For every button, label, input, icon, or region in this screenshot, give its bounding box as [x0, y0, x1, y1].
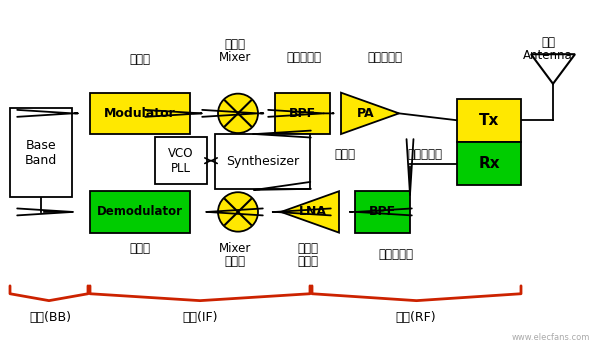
FancyBboxPatch shape	[355, 191, 410, 233]
FancyBboxPatch shape	[457, 99, 521, 142]
Text: 混頻器: 混頻器	[224, 38, 245, 51]
Text: 功率放大器: 功率放大器	[367, 51, 403, 64]
Text: 混頻器: 混頻器	[224, 255, 245, 268]
Text: 低雜訊: 低雜訊	[298, 242, 319, 255]
FancyBboxPatch shape	[215, 134, 310, 189]
Text: LNA: LNA	[299, 205, 327, 218]
Text: Synthesizer: Synthesizer	[226, 155, 299, 168]
Circle shape	[218, 93, 258, 133]
Text: 帶通濾波器: 帶通濾波器	[379, 248, 413, 261]
Text: www.elecfans.com: www.elecfans.com	[512, 333, 590, 342]
FancyBboxPatch shape	[10, 108, 72, 197]
Text: 天線: 天線	[541, 36, 555, 49]
FancyBboxPatch shape	[275, 93, 330, 134]
Text: 解調器: 解調器	[130, 242, 151, 255]
Text: 調變器: 調變器	[130, 53, 151, 66]
FancyBboxPatch shape	[457, 142, 521, 185]
Text: 基頻(BB): 基頻(BB)	[29, 311, 71, 324]
Circle shape	[218, 192, 258, 231]
Text: 傳送接收器: 傳送接收器	[407, 148, 443, 161]
Text: BPF: BPF	[369, 205, 396, 218]
Text: BPF: BPF	[289, 107, 316, 120]
FancyBboxPatch shape	[155, 137, 207, 184]
Text: Mixer: Mixer	[219, 51, 251, 64]
Text: VCO
PLL: VCO PLL	[168, 147, 194, 175]
Text: 中頻(IF): 中頻(IF)	[182, 311, 218, 324]
Text: Demodulator: Demodulator	[97, 205, 183, 218]
Text: Antenna: Antenna	[523, 49, 573, 62]
Text: Base
Band: Base Band	[25, 139, 57, 167]
Text: Modulator: Modulator	[104, 107, 176, 120]
Text: Rx: Rx	[478, 156, 500, 171]
Text: PA: PA	[357, 107, 375, 120]
Text: 射頻(RF): 射頻(RF)	[395, 311, 436, 324]
FancyBboxPatch shape	[90, 191, 190, 233]
FancyBboxPatch shape	[90, 93, 190, 134]
Polygon shape	[341, 93, 399, 134]
Text: 放大器: 放大器	[298, 255, 319, 268]
Text: 帶通濾波器: 帶通濾波器	[287, 51, 322, 64]
Text: Tx: Tx	[479, 113, 499, 128]
Polygon shape	[281, 191, 339, 233]
Text: Mixer: Mixer	[219, 242, 251, 255]
Polygon shape	[531, 54, 575, 84]
Text: 合成器: 合成器	[335, 148, 355, 161]
